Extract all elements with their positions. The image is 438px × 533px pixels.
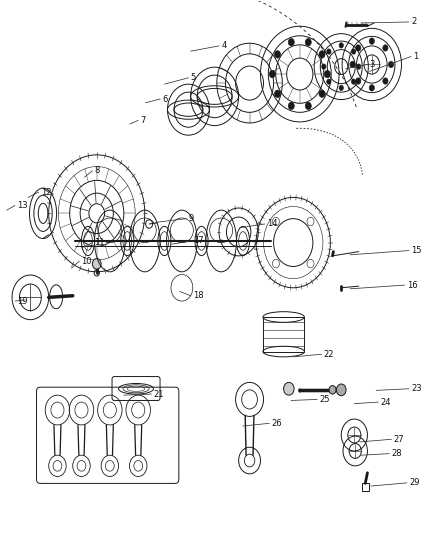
Text: 3: 3: [370, 60, 375, 69]
Circle shape: [305, 38, 311, 46]
Circle shape: [351, 79, 356, 84]
Circle shape: [339, 85, 343, 91]
Circle shape: [288, 102, 294, 110]
Text: 22: 22: [324, 350, 334, 359]
Circle shape: [92, 259, 101, 269]
Text: 24: 24: [381, 398, 391, 407]
Text: 7: 7: [141, 116, 146, 125]
Text: 2: 2: [411, 18, 417, 27]
Text: 15: 15: [411, 246, 422, 255]
Text: 4: 4: [221, 42, 226, 51]
Text: 29: 29: [409, 478, 420, 487]
Circle shape: [389, 61, 394, 68]
Circle shape: [369, 38, 374, 44]
Circle shape: [319, 90, 325, 98]
Text: 6: 6: [162, 94, 168, 103]
Text: 19: 19: [17, 296, 28, 305]
Circle shape: [288, 38, 294, 46]
Bar: [362, 483, 369, 491]
Circle shape: [357, 64, 361, 69]
Text: 17: 17: [193, 237, 203, 246]
Circle shape: [336, 384, 346, 395]
Text: 21: 21: [153, 390, 164, 399]
Text: 9: 9: [188, 214, 194, 223]
Bar: [263, 317, 304, 352]
Text: 26: 26: [272, 419, 282, 428]
Circle shape: [327, 79, 331, 84]
Circle shape: [329, 385, 336, 394]
Circle shape: [356, 78, 361, 84]
Text: 8: 8: [95, 166, 100, 175]
Circle shape: [275, 90, 281, 98]
Circle shape: [284, 382, 294, 395]
Circle shape: [383, 78, 388, 84]
Circle shape: [319, 51, 325, 58]
Text: 25: 25: [319, 395, 330, 404]
Text: 18: 18: [193, 291, 203, 300]
Text: 13: 13: [17, 201, 28, 210]
Circle shape: [321, 64, 326, 69]
Circle shape: [269, 70, 276, 78]
Circle shape: [383, 45, 388, 51]
Text: 1: 1: [413, 52, 419, 61]
Text: 10: 10: [81, 257, 92, 265]
Text: 12: 12: [41, 188, 51, 197]
Text: 5: 5: [191, 73, 196, 82]
Circle shape: [339, 43, 343, 48]
Circle shape: [275, 51, 281, 58]
Text: 16: 16: [407, 280, 417, 289]
Text: 23: 23: [411, 384, 422, 393]
Text: 11: 11: [95, 238, 105, 247]
Circle shape: [324, 70, 330, 78]
Text: 28: 28: [392, 449, 402, 458]
Circle shape: [351, 49, 356, 54]
Circle shape: [369, 85, 374, 91]
Circle shape: [305, 102, 311, 110]
Circle shape: [327, 49, 331, 54]
Text: 14: 14: [267, 220, 278, 229]
Circle shape: [350, 61, 355, 68]
Circle shape: [356, 45, 361, 51]
Text: 27: 27: [394, 435, 404, 444]
